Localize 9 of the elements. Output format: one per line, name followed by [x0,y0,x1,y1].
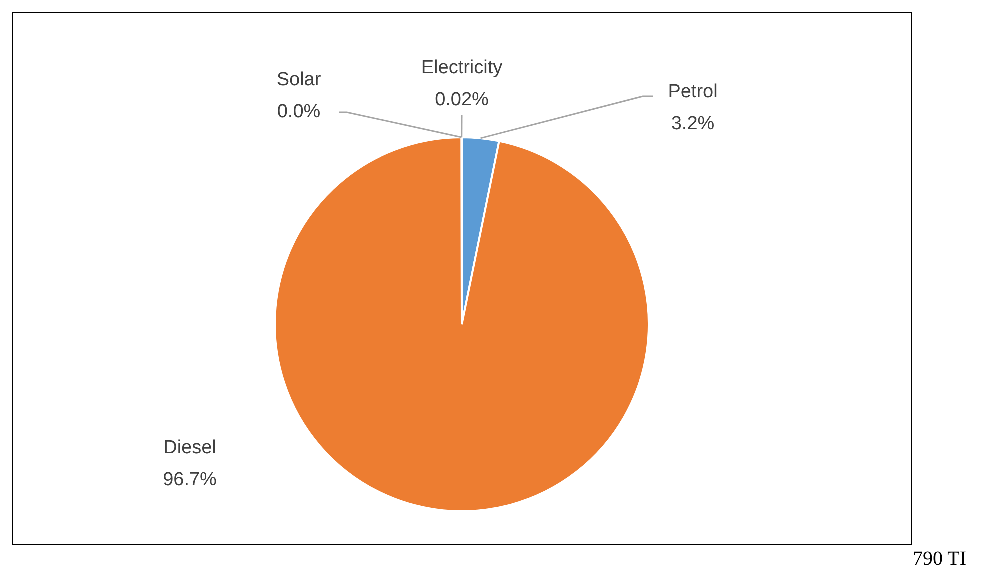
data-label: 3.2% [671,114,715,135]
category-label: Solar [276,70,322,91]
slice-label: Electricity [421,58,504,79]
slice-label: Diesel [164,438,216,459]
slice-label: Petrol [668,82,718,103]
data-label: 0.02% [435,90,490,111]
text: 0.0% [277,102,321,123]
data-label: 96.7% [163,470,218,491]
text: 790 TI [913,548,967,570]
